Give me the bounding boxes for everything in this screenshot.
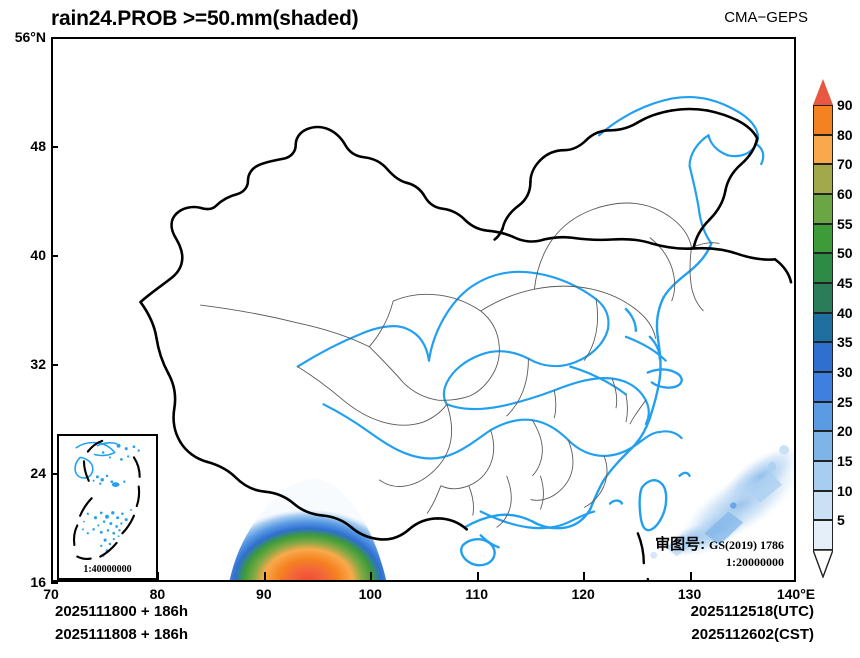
- lat-tick-mark-16: [51, 582, 58, 584]
- pacific-precip-band: [650, 444, 794, 559]
- model-label: CMA−GEPS: [724, 9, 808, 26]
- province-boundaries: [200, 202, 720, 528]
- footer-valid-utc: 2025112518(UTC): [690, 603, 814, 620]
- colorbar-cell-10: [813, 490, 833, 521]
- colorbar-label-90: 90: [837, 97, 853, 113]
- colorbar-label-25: 25: [837, 393, 853, 410]
- lon-tick-label-140: 140°E: [776, 586, 816, 602]
- lon-tick-label-130: 130: [677, 586, 702, 602]
- lat-tick-label-48: 48: [30, 138, 46, 154]
- colorbar-label-5: 5: [837, 512, 845, 529]
- main-precip-plume: [229, 478, 387, 580]
- lon-tick-label-100: 100: [358, 586, 382, 602]
- colorbar-label-20: 20: [837, 423, 853, 440]
- footer-valid-cst: 2025112602(CST): [691, 626, 814, 643]
- lat-tick-label-56: 56°N: [14, 29, 46, 45]
- colorbar-top-arrow: [813, 79, 833, 105]
- lat-tick-label-32: 32: [30, 356, 46, 372]
- inset-scale-label: 1:40000000: [83, 564, 132, 575]
- colorbar-label-35: 35: [837, 334, 853, 351]
- colorbar-cell-30: [813, 372, 833, 402]
- lon-tick-mark-110: [476, 572, 479, 582]
- approval-label: 审图号:: [655, 536, 706, 554]
- colorbar-label-55: 55: [837, 215, 853, 232]
- lon-tick-label-70: 70: [43, 586, 59, 602]
- colorbar-cell-35: [813, 342, 833, 372]
- colorbar-cell-50: [813, 253, 833, 283]
- lon-tick-label-120: 120: [571, 586, 595, 602]
- colorbar-cell-20: [813, 431, 833, 461]
- lat-tick-mark-40: [51, 255, 58, 257]
- colorbar-bottom-arrow-outline: [813, 550, 833, 578]
- coastline-layer: [460, 242, 713, 567]
- colorbar-label-30: 30: [837, 364, 853, 380]
- colorbar-label-15: 15: [837, 453, 853, 469]
- lon-tick-mark-100: [370, 572, 373, 582]
- rivers-layer: [296, 95, 765, 530]
- lon-tick-mark-90: [263, 572, 266, 582]
- colorbar-cell-45: [813, 283, 833, 313]
- national-boundary: [139, 107, 793, 541]
- lat-tick-label-16: 16: [30, 574, 46, 590]
- colorbar-label-70: 70: [837, 156, 853, 173]
- colorbar-cell-5: [813, 520, 833, 550]
- lon-tick-label-80: 80: [149, 586, 166, 602]
- lon-tick-mark-80: [157, 572, 160, 582]
- map-plot-area: 审图号: GS(2019) 1786 1:20000000: [51, 37, 796, 582]
- lon-tick-mark-130: [689, 572, 692, 582]
- lon-tick-label-90: 90: [256, 586, 272, 602]
- lon-tick-label-110: 110: [465, 586, 488, 602]
- approval-block: 审图号: GS(2019) 1786 1:20000000: [655, 536, 784, 570]
- lat-tick-label-24: 24: [30, 465, 46, 481]
- colorbar-label-80: 80: [837, 126, 853, 143]
- colorbar-cell-80: [813, 134, 833, 165]
- approval-number: GS(2019) 1786: [709, 538, 784, 553]
- approval-number-line: 审图号: GS(2019) 1786: [655, 536, 784, 555]
- colorbar-cell-60: [813, 194, 833, 224]
- south-sea-dash: [636, 532, 650, 580]
- footer-init-utc: 2025111800 + 186h: [55, 603, 189, 620]
- colorbar-label-50: 50: [837, 245, 853, 262]
- colorbar-label-40: 40: [837, 304, 853, 321]
- lat-tick-label-40: 40: [30, 247, 46, 263]
- lon-tick-mark-120: [583, 572, 586, 582]
- lat-tick-mark-56: [51, 37, 58, 39]
- colorbar-cell-90: [813, 105, 833, 135]
- lat-tick-mark-32: [51, 364, 58, 366]
- inset-islands: [82, 443, 140, 557]
- colorbar-cell-15: [813, 461, 833, 491]
- lat-tick-mark-24: [51, 473, 58, 475]
- colorbar: 90 80 70 60 55 50 45 40 35 30 25 20 15 10 5: [813, 79, 853, 578]
- footer-init-cst: 2025111808 + 186h: [55, 626, 189, 643]
- inset-canvas: [72, 439, 141, 560]
- colorbar-label-10: 10: [837, 482, 853, 499]
- colorbar-cell-70: [813, 164, 833, 194]
- colorbar-cell-55: [813, 223, 833, 254]
- lat-tick-mark-48: [51, 146, 58, 148]
- page-title: rain24.PROB >=50.mm(shaded): [51, 7, 359, 30]
- colorbar-label-60: 60: [837, 186, 853, 202]
- colorbar-cell-25: [813, 401, 833, 432]
- colorbar-cell-40: [813, 312, 833, 343]
- approval-scale: 1:20000000: [726, 555, 784, 569]
- map-canvas: [139, 95, 794, 580]
- inset-dashed-boundary: [72, 439, 141, 560]
- south-china-sea-inset: 1:40000000: [57, 434, 158, 580]
- colorbar-label-45: 45: [837, 275, 853, 291]
